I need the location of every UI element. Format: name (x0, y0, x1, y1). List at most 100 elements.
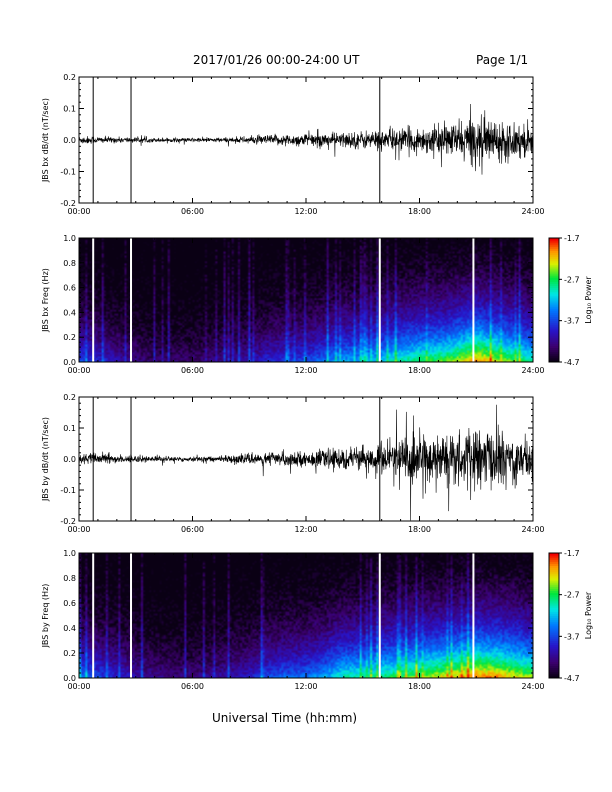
panel-4-colorbar-cell (549, 634, 559, 637)
panel-1-xtick-label: 18:00 (408, 207, 431, 216)
panel-4-colorbar-cell (549, 653, 559, 656)
panel-2-colorbar-cell (549, 339, 559, 342)
panel-4-colorbar-cell (549, 663, 559, 666)
panel-4-colorbar-cell (549, 571, 559, 575)
panel-4-colorbar-cell (549, 580, 559, 583)
panel-2-colorbar-tick-label: -4.7 (564, 358, 580, 367)
panel-2-colorbar-cell (549, 269, 559, 272)
panel-1-xtick-label: 00:00 (67, 207, 90, 216)
panel-1-frame (78, 76, 534, 204)
panel-2-colorbar-tick-label: -2.7 (564, 275, 580, 284)
panel-4-ytick-label: 0.0 (63, 674, 76, 683)
panel-2-colorbar-cell (549, 277, 559, 280)
panel-2-colorbar-cell (549, 326, 559, 330)
panel-4-colorbar-cell (549, 648, 559, 652)
panel-4-xtick-label: 18:00 (408, 682, 431, 691)
panel-2-ytick-label: 0.8 (63, 259, 76, 268)
panel-2-xtick-label: 00:00 (67, 366, 90, 375)
panel-4-colorbar-tick-label: -1.7 (564, 549, 580, 558)
panel-2-colorbar-cell (549, 312, 559, 315)
panel-2-colorbar-cell (549, 297, 559, 301)
panel-2-colorbar-tick-label: -3.7 (564, 317, 580, 326)
panel-3-trace (79, 404, 533, 521)
panel-2-colorbar-cell (549, 260, 559, 264)
panel-4-colorbar-cell (549, 592, 559, 596)
panel-2-xtick-label: 18:00 (408, 366, 431, 375)
panel-2-colorbar-cell (549, 291, 559, 295)
panel-3-ytick-label: 0.2 (63, 393, 76, 402)
panel-2-colorbar-cell (549, 240, 559, 243)
panel-4-colorbar-cell (549, 655, 559, 658)
panel-4-colorbar-cell (549, 671, 559, 675)
panel-4-colorbar-cell (549, 675, 559, 679)
panel-4-colorbar-cell (549, 607, 559, 610)
panel-2-ytick-label: 0.6 (63, 284, 76, 293)
panel-2-ytick-label: 1.0 (63, 234, 76, 243)
panel-4-colorbar-cell (549, 575, 559, 579)
panel-4-colorbar-cell (549, 667, 559, 671)
panel-4-colorbar-cell (549, 559, 559, 562)
panel-2-colorbar-cell (549, 357, 559, 361)
panel-2-colorbar-cell (549, 295, 559, 299)
panel-4-frame-top (78, 552, 534, 679)
panel-2-colorbar-cell (549, 328, 559, 332)
panel-1-xtick-label: 24:00 (521, 207, 544, 216)
panel-4-colorbar-cell (549, 615, 559, 619)
panel-2-colorbar-cell (549, 252, 559, 256)
panel-4-colorbar-tick-label: -4.7 (564, 674, 580, 683)
panel-2-ytick-label: 0.0 (63, 358, 76, 367)
panel-2-colorbar-tick-label: -1.7 (564, 234, 580, 243)
panel-2-colorbar-cell (549, 308, 559, 311)
panel-4-ytick-label: 0.4 (63, 624, 76, 633)
panel-4-colorbar-cell (549, 642, 559, 646)
panel-4-colorbar-cell (549, 640, 559, 644)
panel-2-colorbar-cell (549, 314, 559, 318)
panel-4-colorbar-cell (549, 646, 559, 650)
page-title: 2017/01/26 00:00-24:00 UT (193, 53, 360, 67)
panel-4-colorbar-cell (549, 565, 559, 569)
panel-2-colorbar-cell (549, 293, 559, 297)
panel-4-ytick-label: 0.6 (63, 599, 76, 608)
panel-2-colorbar-cell (549, 316, 559, 320)
panel-2-colorbar-cell (549, 285, 559, 289)
panel-4-colorbar-cell (549, 636, 559, 639)
panel-4-colorbar-cell (549, 594, 559, 598)
panel-2-colorbar-cell (549, 359, 559, 363)
panel-4-colorbar-cell (549, 669, 559, 673)
panel-4-colorbar-cell (549, 611, 559, 614)
panel-2-colorbar-cell (549, 351, 559, 355)
panel-2-colorbar-cell (549, 302, 559, 305)
panel-2-colorbar-cell (549, 289, 559, 293)
panel-4-xtick-label: 06:00 (181, 682, 204, 691)
panel-4-ytick-label: 0.8 (63, 574, 76, 583)
panel-4-ylabel: JBS by Freq (Hz) (41, 584, 50, 649)
panel-4-colorbar-cell (549, 613, 559, 616)
panel-2-colorbar-cell (549, 320, 559, 324)
panel-4-colorbar-cell (549, 555, 559, 558)
panel-4-colorbar-cell (549, 659, 559, 662)
panel-1-ytick-label: 0.2 (63, 73, 76, 82)
panel-4-colorbar-cell (549, 557, 559, 560)
panel-2-colorbar-cell (549, 353, 559, 357)
panel-2-colorbar-cell (549, 287, 559, 291)
panel-4-colorbar-frame (548, 552, 560, 679)
panel-2-colorbar-cell (549, 246, 559, 249)
panel-3-ytick-label: 0.0 (63, 455, 76, 464)
panel-3-ylabel: JBS by dB/dt (nT/sec) (41, 417, 50, 502)
panel-2-colorbar-cell (549, 304, 559, 307)
panel-4-colorbar-cell (549, 630, 559, 633)
panel-4-colorbar-cell (549, 665, 559, 669)
panel-2-colorbar-cell (549, 275, 559, 278)
panel-2-colorbar-cell (549, 238, 559, 241)
panel-2-colorbar-cell (549, 335, 559, 338)
panel-4-colorbar-cell (549, 598, 559, 602)
panel-2-xtick-label: 12:00 (294, 366, 317, 375)
panel-4-colorbar-cell (549, 582, 559, 585)
panel-1-ytick-label: 0.0 (63, 136, 76, 145)
panel-2-colorbar-cell (549, 281, 559, 284)
panel-4-colorbar-cell (549, 567, 559, 571)
panel-4-colorbar-cell (549, 563, 559, 566)
panel-3-xtick-label: 24:00 (521, 525, 544, 534)
